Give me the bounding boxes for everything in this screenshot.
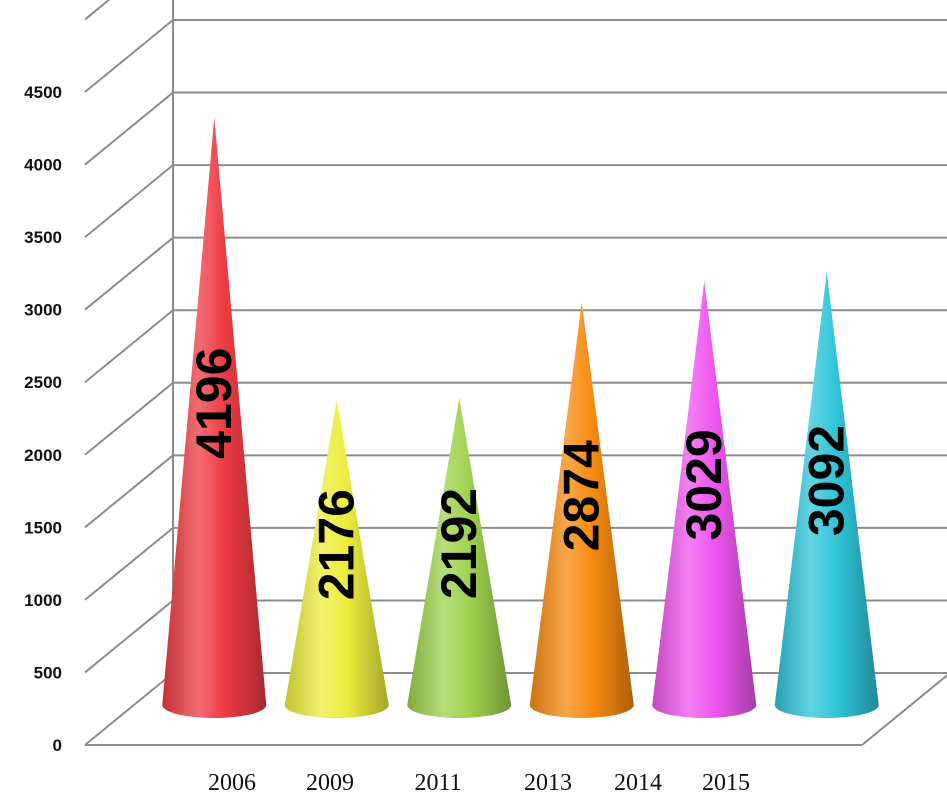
data-label-2011: 2192 bbox=[431, 488, 487, 599]
x-tick-label: 2015 bbox=[702, 770, 750, 796]
x-tick-label: 2014 bbox=[614, 770, 662, 796]
gridline-side bbox=[84, 599, 174, 674]
cone-2013 bbox=[529, 302, 634, 718]
y-tick-label: 3500 bbox=[24, 228, 62, 247]
gridline-side bbox=[84, 382, 174, 456]
cone-2006 bbox=[162, 117, 267, 718]
cone-2014 bbox=[652, 280, 757, 718]
x-tick-label: 2011 bbox=[414, 770, 461, 796]
gridline-side bbox=[84, 91, 174, 166]
x-tick-label: 2013 bbox=[524, 770, 572, 796]
cone-2011 bbox=[407, 398, 512, 718]
gridline-side bbox=[84, 19, 174, 93]
y-tick-label: 1000 bbox=[24, 591, 62, 610]
data-label-2006: 4196 bbox=[186, 348, 242, 459]
data-labels: 4196 2176 2192 2874 3029 3092 bbox=[186, 348, 855, 601]
data-label-2009: 2176 bbox=[309, 489, 365, 600]
gridline-side bbox=[84, 527, 174, 601]
cone-2015 bbox=[774, 272, 879, 718]
y-tick-label: 0 bbox=[53, 736, 62, 755]
gridline-side bbox=[84, 454, 174, 529]
gridline-side bbox=[84, 164, 174, 238]
y-axis-tick-labels: 0 500 1000 1500 2000 2500 3000 3500 4000 4500 bbox=[24, 83, 62, 755]
data-label-2013: 2874 bbox=[554, 440, 610, 551]
x-tick-label: 2009 bbox=[306, 770, 354, 796]
y-tick-label: 1500 bbox=[24, 518, 62, 537]
gridline-side bbox=[84, 672, 174, 746]
cone-2009 bbox=[284, 400, 389, 718]
y-tick-label: 4000 bbox=[24, 156, 62, 175]
x-axis-tick-labels: 2006 2009 2011 2013 2014 2015 bbox=[208, 770, 750, 796]
data-label-2014: 3029 bbox=[676, 429, 732, 540]
y-tick-label: 500 bbox=[34, 663, 62, 682]
gridline-side bbox=[84, 236, 174, 311]
cone-series bbox=[162, 117, 879, 718]
y-tick-label: 2500 bbox=[24, 373, 62, 392]
y-tick-label: 4500 bbox=[24, 83, 62, 102]
floor-right-edge bbox=[861, 674, 947, 746]
gridline-side bbox=[84, 309, 174, 383]
x-tick-label: 2006 bbox=[208, 770, 256, 796]
data-label-2015: 3092 bbox=[799, 425, 855, 536]
gridline-side bbox=[84, 0, 111, 21]
y-tick-label: 3000 bbox=[24, 301, 62, 320]
y-tick-label: 2000 bbox=[24, 446, 62, 465]
